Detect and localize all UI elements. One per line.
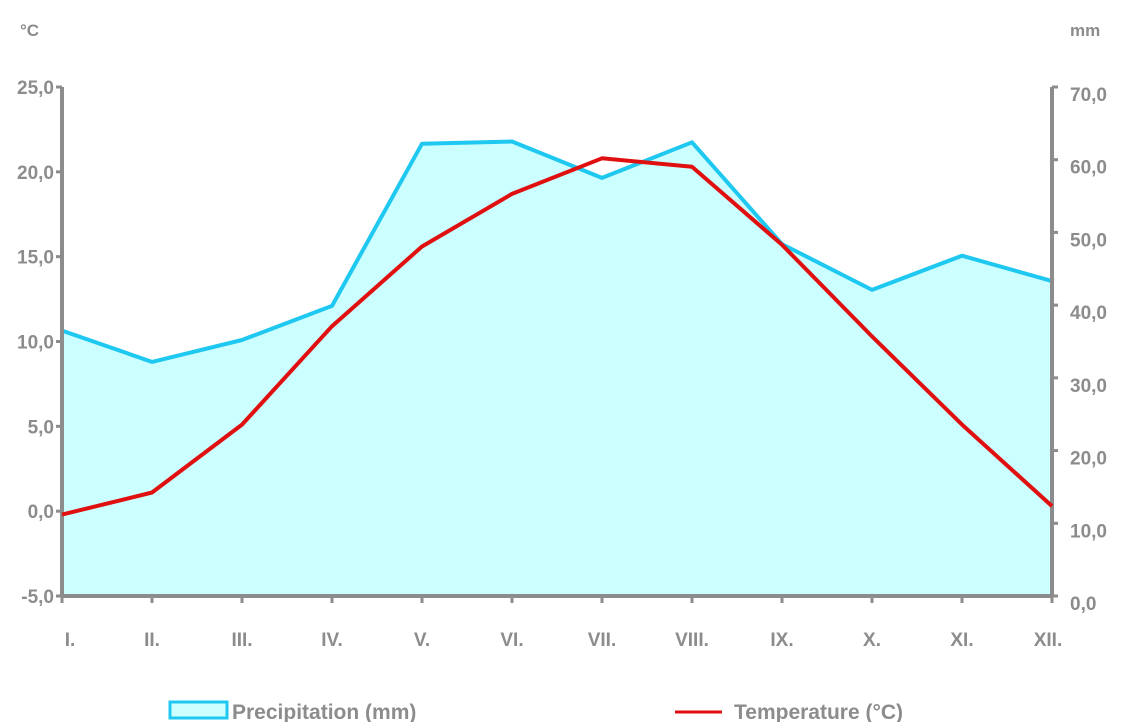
right-tick-label: 30,0	[1070, 376, 1107, 397]
legend-precipitation-label: Precipitation (mm)	[232, 701, 416, 722]
right-tick-label: 70,0	[1070, 85, 1107, 106]
temperature-line-layer	[61, 156, 1054, 517]
precipitation-area-fill	[62, 141, 1052, 596]
precipitation-area-layer	[61, 139, 1053, 596]
x-tick-label: II.	[144, 630, 160, 651]
x-tick-label: III.	[231, 630, 252, 651]
x-tick-label: XII.	[1034, 630, 1063, 651]
left-tick-label: -5,0	[21, 587, 54, 608]
left-axis-unit: °C	[20, 21, 39, 40]
right-tick-label: 0,0	[1070, 594, 1096, 615]
tick-labels: -5,0 0,0 5,0 10,0 15,0 20,0 25,0 0,0 10,0 20,0 30,…	[17, 78, 1107, 651]
right-tick-label: 10,0	[1070, 521, 1107, 542]
left-tick-label: 15,0	[17, 248, 54, 269]
x-tick-label: IV.	[321, 630, 343, 651]
precipitation-line	[61, 139, 1053, 364]
right-tick-label: 40,0	[1070, 303, 1107, 324]
right-tick-label: 60,0	[1070, 158, 1107, 179]
tick-marks	[56, 85, 1058, 603]
x-tick-label: VIII.	[675, 630, 709, 651]
right-tick-label: 20,0	[1070, 449, 1107, 470]
left-tick-label: 0,0	[28, 502, 54, 523]
legend: Precipitation (mm) Temperature (°C)	[168, 700, 903, 722]
x-tick-label: VII.	[588, 630, 617, 651]
x-tick-label: I.	[65, 630, 76, 651]
x-tick-label: X.	[863, 630, 881, 651]
x-tick-label: VI.	[500, 630, 523, 651]
right-axis-unit: mm	[1070, 21, 1100, 40]
x-tick-label: V.	[414, 630, 430, 651]
legend-precipitation-swatch	[168, 700, 229, 720]
temperature-line	[61, 156, 1054, 517]
legend-temperature-label: Temperature (°C)	[734, 701, 903, 722]
x-tick-label: IX.	[770, 630, 793, 651]
right-tick-label: 50,0	[1070, 230, 1107, 251]
left-tick-label: 5,0	[28, 417, 54, 438]
left-tick-label: 25,0	[17, 78, 54, 99]
left-tick-label: 20,0	[17, 163, 54, 184]
left-tick-label: 10,0	[17, 333, 54, 354]
x-tick-label: XI.	[950, 630, 973, 651]
